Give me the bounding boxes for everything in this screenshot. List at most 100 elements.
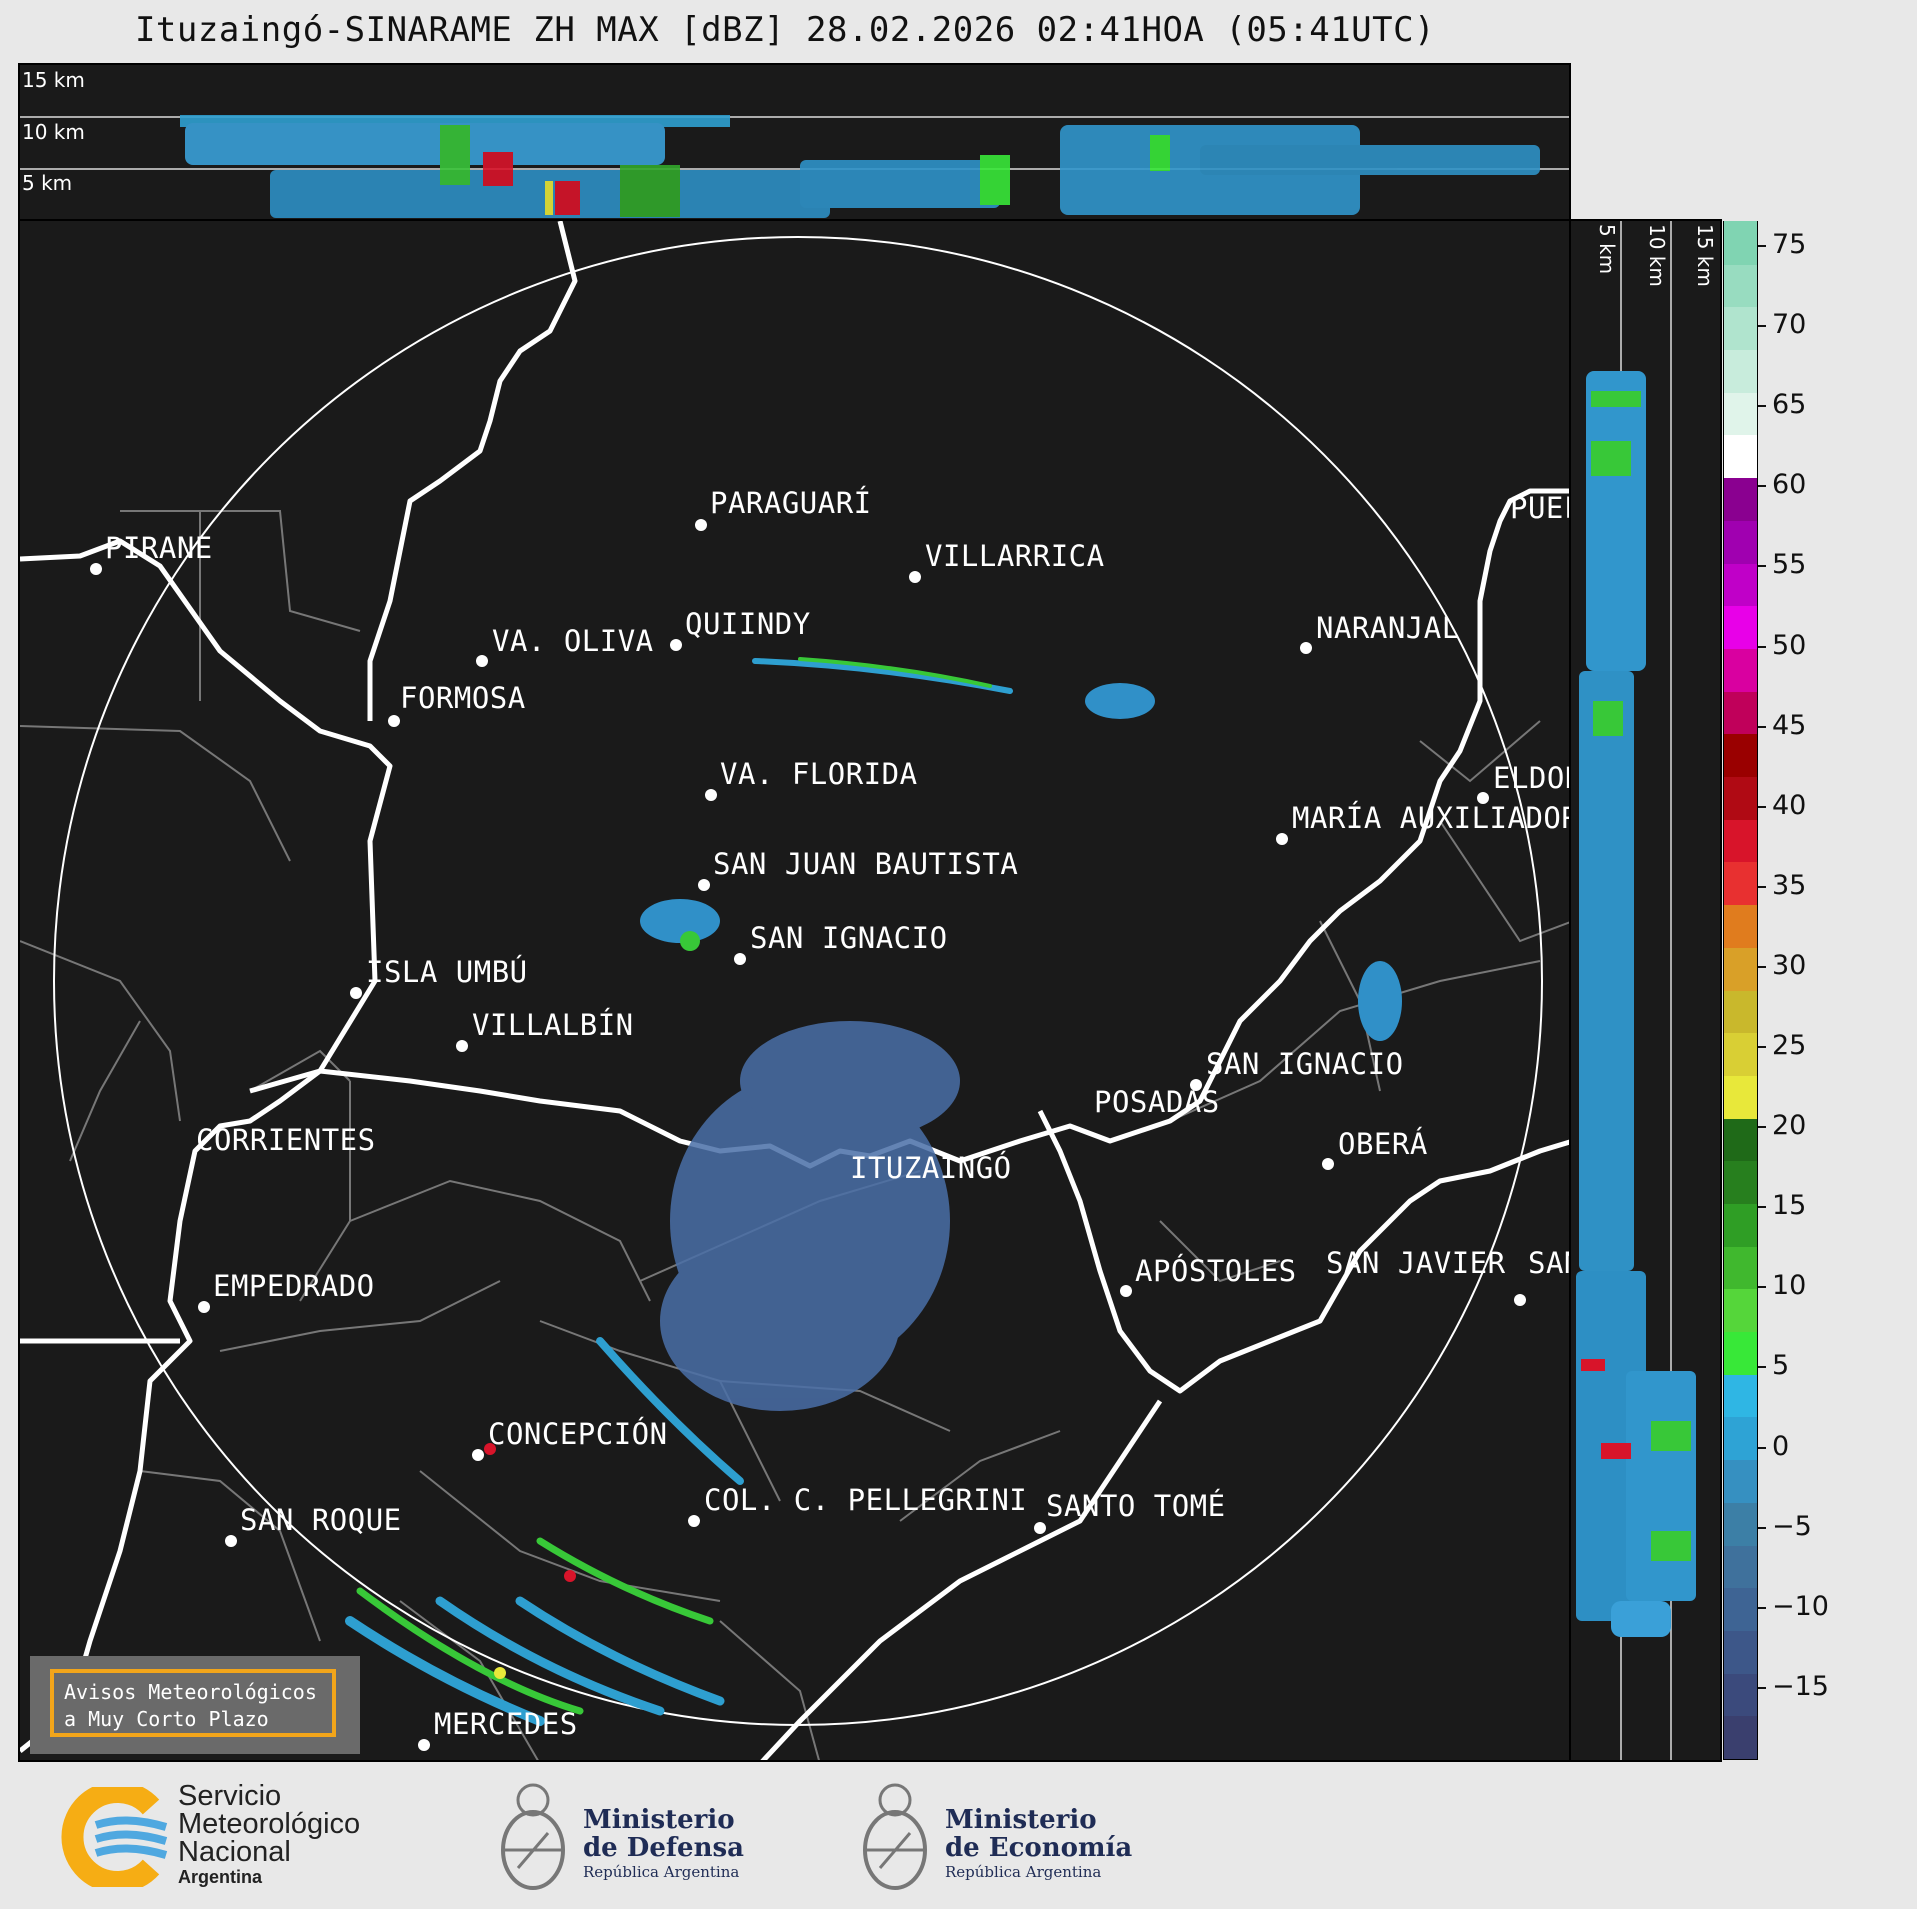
colorbar-band: [1724, 989, 1757, 1034]
colorbar-band: [1724, 648, 1757, 692]
city-label-san-javier: SAN JAVIER: [1326, 1246, 1506, 1280]
top-strip-graphic: [20, 115, 1569, 218]
colorbar-band: [1724, 1203, 1757, 1247]
colorbar-band: [1724, 1331, 1757, 1375]
city-dot-isla-umbu: [350, 987, 362, 999]
city-dot-quiindy: [670, 639, 682, 651]
city-label-empedrado: EMPEDRADO: [213, 1269, 375, 1303]
city-dot-concepcion: [472, 1449, 484, 1461]
city-label-apostoles: APÓSTOLES: [1135, 1254, 1297, 1288]
city-dot-san-ignacio-ar: [1190, 1079, 1202, 1091]
city-label-concepcion: CONCEPCIÓN: [488, 1417, 668, 1451]
economia-logo: Ministerio de Economía República Argenti…: [855, 1778, 1175, 1898]
city-dot-san-roque: [225, 1535, 237, 1547]
colorbar-band: [1724, 861, 1757, 906]
city-label-obera: OBERÁ: [1338, 1127, 1428, 1161]
warning-badge-text: Avisos Meteorológicos a Muy Corto Plazo: [50, 1669, 336, 1737]
city-dot-apostoles: [1120, 1285, 1132, 1297]
colorbar-tick-label: 60: [1757, 469, 1806, 500]
colorbar-band: [1724, 947, 1757, 991]
top-strip-label-10km: 10 km: [22, 120, 85, 144]
city-label-mercedes: MERCEDES: [434, 1707, 578, 1741]
city-label-quiindy: QUIINDY: [685, 607, 811, 641]
city-label-posadas: POSADAS: [1094, 1085, 1220, 1119]
colorbar-band: [1724, 776, 1757, 820]
colorbar-band: [1724, 520, 1757, 564]
smn-emblem-icon: [61, 1787, 168, 1887]
colorbar-band: [1724, 733, 1757, 778]
city-label-paraguari: PARAGUARÍ: [710, 486, 872, 520]
colorbar-tick-label: 30: [1757, 950, 1806, 981]
colorbar-band: [1724, 1715, 1757, 1759]
city-label-va-florida: VA. FLORIDA: [720, 757, 918, 791]
city-dot-santo-tome: [1034, 1522, 1046, 1534]
city-dot-va-florida: [705, 789, 717, 801]
city-label-san-roque: SAN ROQUE: [240, 1503, 402, 1537]
colorbar-band: [1724, 1459, 1757, 1503]
economia-line-2: de Economía: [945, 1833, 1133, 1863]
colorbar-band: [1724, 819, 1757, 863]
economia-line-1: Ministerio: [945, 1805, 1097, 1835]
city-dot-va-oliva: [476, 655, 488, 667]
city-label-maria-auxiliador: MARÍA AUXILIADOR: [1292, 801, 1571, 835]
city-dot-naranjal: [1300, 642, 1312, 654]
colorbar-band: [1724, 1587, 1757, 1631]
top-strip-label-5km: 5 km: [22, 171, 73, 195]
colorbar-band: [1724, 392, 1757, 436]
colorbar-band: [1724, 1160, 1757, 1204]
colorbar-tick-label: 70: [1757, 309, 1806, 340]
colorbar-tick-label: 35: [1757, 870, 1806, 901]
city-label-ituzaingo: ITUZAINGÓ: [850, 1151, 1012, 1185]
city-dot-san: [1514, 1294, 1526, 1306]
defensa-logo: Ministerio de Defensa República Argentin…: [493, 1778, 793, 1898]
smn-logo: Servicio Meteorológico Nacional Argentin…: [56, 1782, 396, 1892]
city-label-pirane: PIRANE: [105, 531, 213, 565]
city-dot-villalbin: [456, 1040, 468, 1052]
colorbar-tick-label: 10: [1757, 1270, 1806, 1301]
colorbar-tick-label: −10: [1758, 1591, 1829, 1622]
side-strip-label-5km: 5 km: [1595, 224, 1619, 275]
colorbar-band: [1724, 1673, 1757, 1717]
colorbar-band: [1724, 264, 1757, 308]
colorbar-band: [1724, 1630, 1757, 1674]
smn-line-3: Nacional: [178, 1836, 291, 1868]
colorbar-tick-label: 20: [1757, 1110, 1806, 1141]
city-dot-pirane: [90, 563, 102, 575]
city-label-villarrica: VILLARRICA: [925, 539, 1105, 573]
city-dot-col-c-pellegrini: [688, 1515, 700, 1527]
defensa-line-1: Ministerio: [583, 1805, 735, 1835]
colorbar-band: [1724, 691, 1757, 735]
colorbar-band: [1724, 221, 1757, 265]
warning-line-2: a Muy Corto Plazo: [64, 1707, 269, 1731]
city-label-san-juan-bautista: SAN JUAN BAUTISTA: [713, 847, 1019, 881]
city-label-corrientes: CORRIENTES: [196, 1123, 376, 1157]
colorbar-tick-label: 50: [1757, 630, 1806, 661]
city-dot-mercedes: [418, 1739, 430, 1751]
colorbar-tick-label: 0: [1757, 1431, 1789, 1462]
city-label-va-oliva: VA. OLIVA: [492, 624, 654, 658]
defensa-line-2: de Defensa: [583, 1833, 744, 1863]
top-strip-label-15km: 15 km: [22, 68, 85, 92]
national-shield-icon: [501, 1783, 565, 1890]
top-height-strip: 15 km 10 km 5 km: [18, 63, 1571, 221]
city-label-col-c-pellegrini: COL. C. PELLEGRINI: [704, 1483, 1028, 1517]
city-label-santo-tome: SANTO TOMÉ: [1046, 1489, 1226, 1523]
city-label-eldor: ELDOR: [1493, 761, 1569, 795]
smn-line-4: Argentina: [178, 1867, 263, 1887]
colorbar-tick-label: 25: [1757, 1030, 1806, 1061]
national-shield-icon: [863, 1783, 927, 1890]
side-strip-graphic: [1576, 221, 1696, 1760]
warning-badge: Avisos Meteorológicos a Muy Corto Plazo: [30, 1656, 360, 1754]
warning-line-1: Avisos Meteorológicos: [64, 1680, 317, 1704]
colorbar-band: [1724, 1075, 1757, 1119]
radar-map[interactable]: PARAGUARÍ VILLARRICA PIRANE QUIINDY VA. …: [18, 219, 1571, 1762]
colorbar-band: [1724, 349, 1757, 393]
city-dot-villarrica: [909, 571, 921, 583]
colorbar-tick-label: 45: [1757, 710, 1806, 741]
city-dot-obera: [1322, 1158, 1334, 1170]
colorbar-band: [1724, 1416, 1757, 1461]
colorbar-band: [1724, 1502, 1757, 1546]
city-dot-maria-auxiliador: [1276, 833, 1288, 845]
city-label-isla-umbu: ISLA UMBÚ: [366, 955, 528, 989]
colorbar-tick-label: 55: [1757, 549, 1806, 580]
